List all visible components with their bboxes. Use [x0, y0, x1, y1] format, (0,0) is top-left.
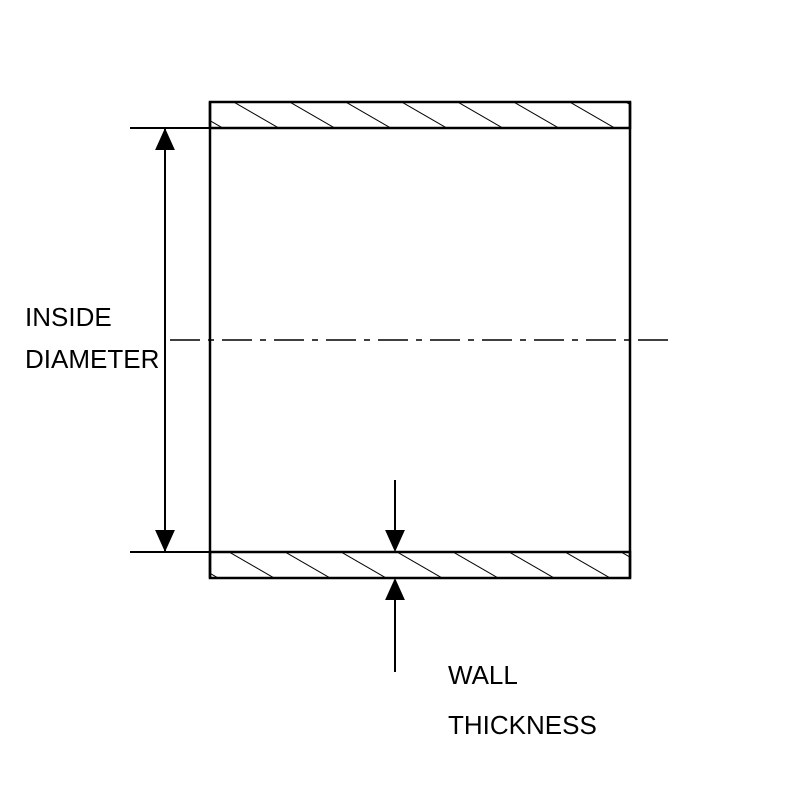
tube-cross-section-drawing	[0, 0, 800, 800]
wall-thickness-label-line2: THICKNESS	[448, 710, 597, 741]
wall-thickness-label-line1: WALL	[448, 660, 518, 691]
inside-diameter-label-line1: INSIDE	[25, 302, 112, 333]
inside-diameter-label-line2: DIAMETER	[25, 344, 159, 375]
